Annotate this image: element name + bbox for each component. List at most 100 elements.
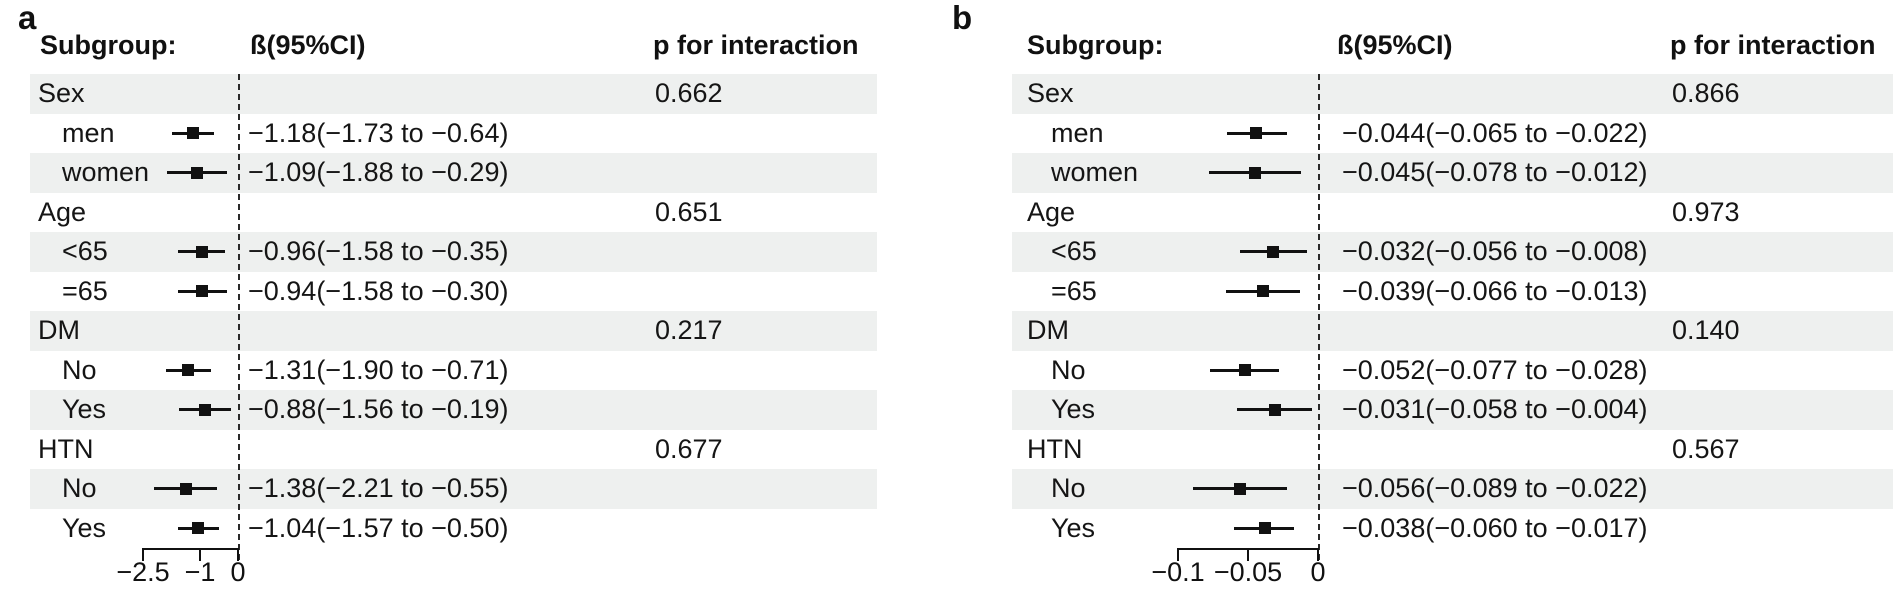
- table-row: DM 0.217: [30, 311, 877, 351]
- subgroup-item-label: =65: [1051, 275, 1097, 306]
- table-row: women −1.09(−1.88 to −0.29): [30, 153, 877, 193]
- subgroup-group-label: DM: [38, 315, 80, 345]
- point-estimate-marker: [196, 285, 209, 298]
- panel-a-label: a: [18, 0, 37, 36]
- beta-ci-text: −0.038(−0.060 to −0.017): [1342, 512, 1648, 543]
- beta-ci-text: −0.88(−1.56 to −0.19): [248, 394, 509, 424]
- point-estimate-marker: [1268, 403, 1281, 416]
- point-estimate-marker: [1257, 285, 1270, 298]
- beta-ci-text: −1.31(−1.90 to −0.71): [248, 354, 509, 385]
- table-row: Sex 0.662: [30, 74, 877, 114]
- subgroup-item-label: men: [1051, 117, 1104, 148]
- p-for-interaction-value: 0.140: [1672, 315, 1740, 345]
- subgroup-item-label: No: [1051, 354, 1086, 385]
- subgroup-item-label: =65: [62, 275, 108, 306]
- subgroup-item-label: No: [1051, 473, 1086, 503]
- x-axis-tick-label: −0.1: [1151, 557, 1205, 587]
- point-estimate-marker: [1250, 127, 1263, 140]
- table-row: men −1.18(−1.73 to −0.64): [30, 114, 877, 154]
- point-estimate-marker: [198, 403, 211, 416]
- point-estimate-marker: [190, 166, 203, 179]
- panel-b-subgroup-header: Subgroup:: [1027, 30, 1164, 60]
- table-row: =65 −0.94(−1.58 to −0.30): [30, 272, 877, 312]
- table-row: Sex 0.866: [1012, 74, 1893, 114]
- x-axis-tick-label: 0: [230, 557, 246, 587]
- panel-a-p-header: p for interaction: [653, 30, 859, 60]
- table-row: HTN 0.567: [1012, 430, 1893, 470]
- x-axis-tick-label: −1: [184, 557, 216, 587]
- table-row: Yes −0.031(−0.058 to −0.004): [1012, 390, 1893, 430]
- table-row: =65 −0.039(−0.066 to −0.013): [1012, 272, 1893, 312]
- x-axis-line: [143, 548, 238, 550]
- beta-ci-text: −0.96(−1.58 to −0.35): [248, 236, 509, 266]
- subgroup-item-label: <65: [1051, 236, 1097, 266]
- subgroup-group-label: Age: [38, 196, 87, 227]
- x-axis-tick: [1177, 548, 1179, 561]
- subgroup-item-label: Yes: [62, 394, 107, 424]
- p-for-interaction-value: 0.217: [655, 315, 723, 345]
- p-for-interaction-value: 0.662: [655, 78, 723, 108]
- subgroup-group-label: Sex: [1027, 78, 1074, 108]
- table-row: DM 0.140: [1012, 311, 1893, 351]
- beta-ci-text: −1.18(−1.73 to −0.64): [248, 117, 509, 148]
- beta-ci-text: −1.04(−1.57 to −0.50): [248, 512, 509, 543]
- x-axis-tick: [199, 548, 201, 561]
- table-row: Age 0.651: [30, 193, 877, 233]
- beta-ci-text: −0.032(−0.056 to −0.008): [1342, 236, 1648, 266]
- table-row: men −0.044(−0.065 to −0.022): [1012, 114, 1893, 154]
- beta-ci-text: −0.039(−0.066 to −0.013): [1342, 275, 1648, 306]
- point-estimate-marker: [182, 364, 195, 377]
- subgroup-item-label: women: [62, 157, 150, 187]
- p-for-interaction-value: 0.866: [1672, 78, 1740, 108]
- panel-b-beta-header: ß(95%CI): [1337, 30, 1453, 60]
- subgroup-item-label: women: [1051, 157, 1139, 187]
- subgroup-group-label: HTN: [38, 433, 94, 464]
- subgroup-group-label: HTN: [1027, 433, 1083, 464]
- table-row: <65 −0.032(−0.056 to −0.008): [1012, 232, 1893, 272]
- beta-ci-text: −0.056(−0.089 to −0.022): [1342, 473, 1648, 503]
- subgroup-item-label: No: [62, 473, 97, 503]
- table-row: Yes −0.038(−0.060 to −0.017): [1012, 509, 1893, 549]
- p-for-interaction-value: 0.567: [1672, 433, 1740, 464]
- x-axis-tick-label: −0.05: [1213, 557, 1283, 587]
- beta-ci-text: −0.94(−1.58 to −0.30): [248, 275, 509, 306]
- point-estimate-marker: [1239, 364, 1252, 377]
- subgroup-item-label: men: [62, 117, 115, 148]
- beta-ci-text: −0.052(−0.077 to −0.028): [1342, 354, 1648, 385]
- beta-ci-text: −1.38(−2.21 to −0.55): [248, 473, 509, 503]
- subgroup-group-label: DM: [1027, 315, 1069, 345]
- table-row: No −1.38(−2.21 to −0.55): [30, 469, 877, 509]
- table-row: No −0.052(−0.077 to −0.028): [1012, 351, 1893, 391]
- point-estimate-marker: [195, 245, 208, 258]
- x-axis-tick: [142, 548, 144, 561]
- panel-b-p-header: p for interaction: [1670, 30, 1876, 60]
- panel-b-label: b: [952, 0, 973, 36]
- point-estimate-marker: [187, 127, 200, 140]
- table-row: HTN 0.677: [30, 430, 877, 470]
- p-for-interaction-value: 0.651: [655, 196, 723, 227]
- beta-ci-text: −0.044(−0.065 to −0.022): [1342, 117, 1648, 148]
- beta-ci-text: −1.09(−1.88 to −0.29): [248, 157, 509, 187]
- subgroup-item-label: Yes: [1051, 512, 1096, 543]
- table-row: women −0.045(−0.078 to −0.012): [1012, 153, 1893, 193]
- table-row: Yes −1.04(−1.57 to −0.50): [30, 509, 877, 549]
- table-row: <65 −0.96(−1.58 to −0.35): [30, 232, 877, 272]
- subgroup-item-label: No: [62, 354, 97, 385]
- p-for-interaction-value: 0.973: [1672, 196, 1740, 227]
- table-row: Yes −0.88(−1.56 to −0.19): [30, 390, 877, 430]
- p-for-interaction-value: 0.677: [655, 433, 723, 464]
- point-estimate-marker: [1249, 166, 1261, 179]
- beta-ci-text: −0.031(−0.058 to −0.004): [1342, 394, 1648, 424]
- subgroup-item-label: <65: [62, 236, 108, 266]
- table-row: No −0.056(−0.089 to −0.022): [1012, 469, 1893, 509]
- beta-ci-text: −0.045(−0.078 to −0.012): [1342, 157, 1648, 187]
- table-row: No −1.31(−1.90 to −0.71): [30, 351, 877, 391]
- x-axis-tick: [237, 548, 239, 561]
- point-estimate-marker: [1233, 482, 1246, 495]
- x-axis-tick-label: 0: [1310, 557, 1326, 587]
- subgroup-group-label: Sex: [38, 78, 85, 108]
- subgroup-item-label: Yes: [62, 512, 107, 543]
- subgroup-item-label: Yes: [1051, 394, 1096, 424]
- panel-a-beta-header: ß(95%CI): [250, 30, 366, 60]
